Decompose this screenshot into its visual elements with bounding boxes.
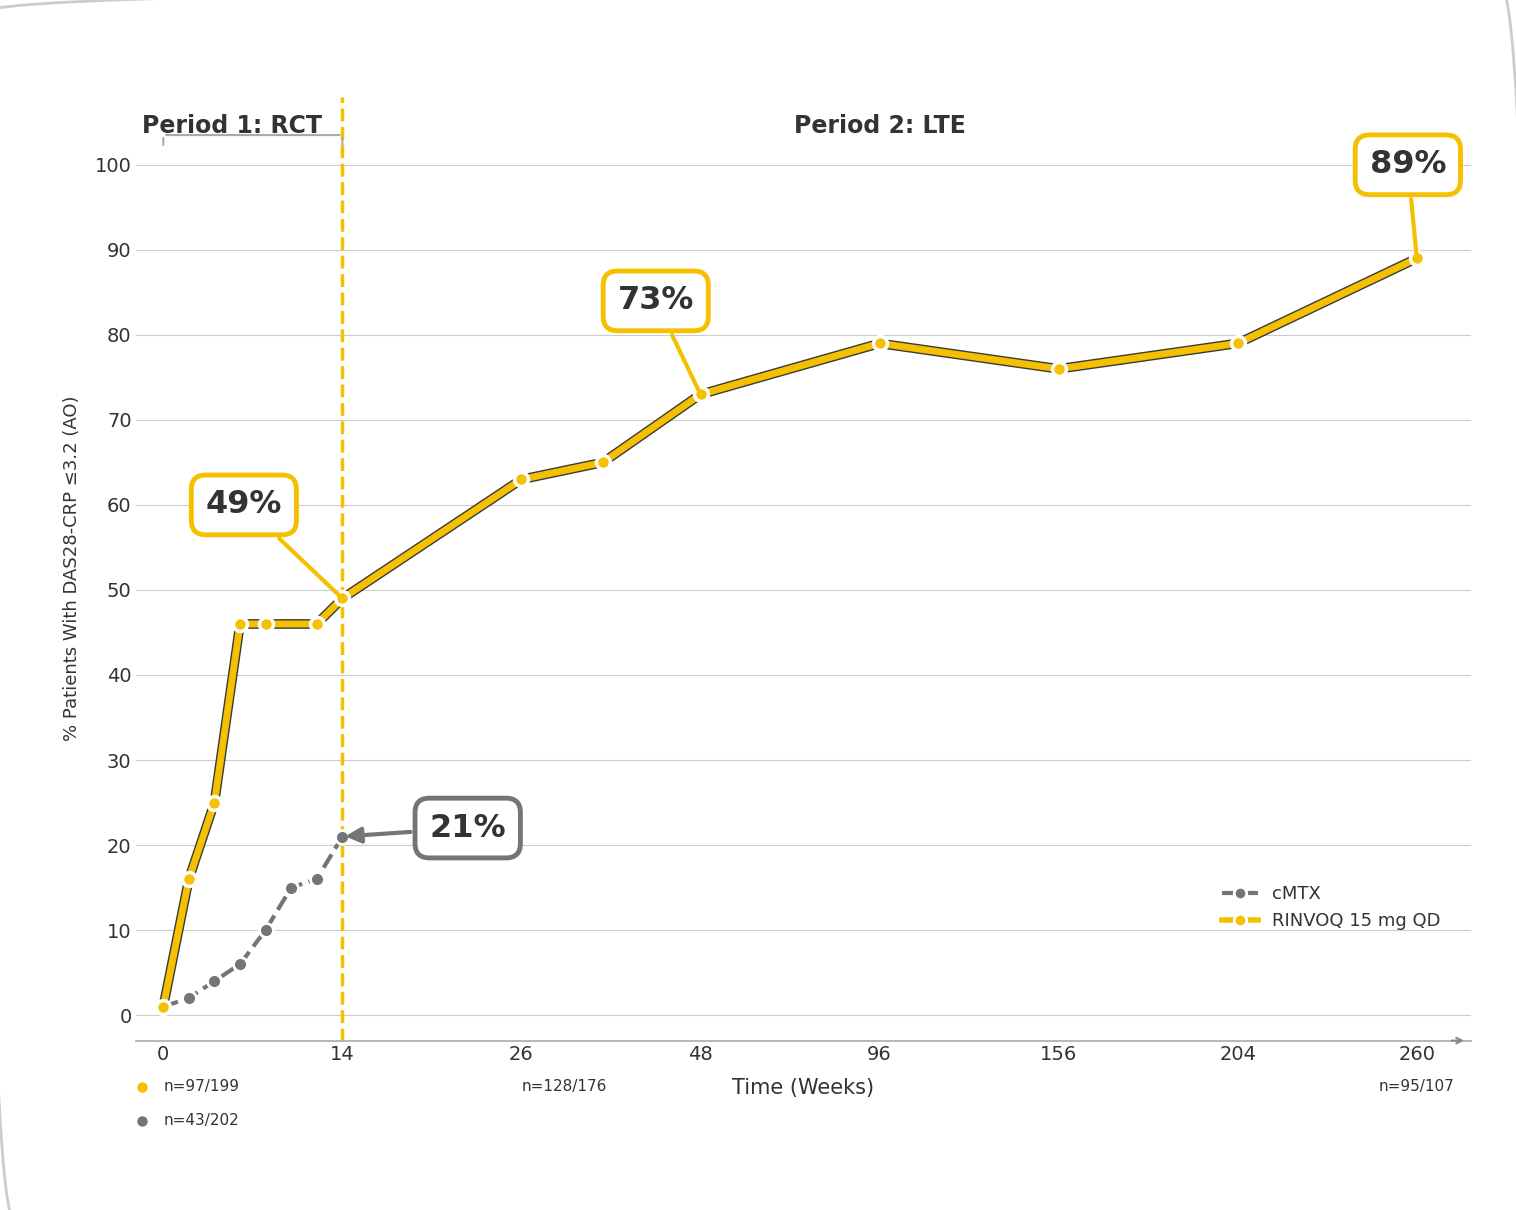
RINVOQ 15 mg QD	[256, 617, 274, 632]
cMTX	[155, 999, 173, 1014]
Text: 49%: 49%	[206, 489, 341, 597]
RINVOQ 15 mg QD	[870, 336, 888, 351]
RINVOQ 15 mg QD	[1408, 252, 1427, 266]
Text: 89%: 89%	[1369, 149, 1446, 255]
RINVOQ 15 mg QD	[180, 871, 199, 886]
RINVOQ 15 mg QD	[230, 617, 249, 632]
Y-axis label: % Patients With DAS28-CRP ≤3.2 (AO): % Patients With DAS28-CRP ≤3.2 (AO)	[62, 396, 80, 742]
Text: n=95/107: n=95/107	[1378, 1079, 1454, 1094]
RINVOQ 15 mg QD	[308, 617, 326, 632]
RINVOQ 15 mg QD	[512, 472, 531, 486]
RINVOQ 15 mg QD	[334, 592, 352, 606]
RINVOQ 15 mg QD	[155, 999, 173, 1014]
Text: 73%: 73%	[617, 286, 699, 392]
RINVOQ 15 mg QD	[1049, 362, 1067, 376]
Text: Period 2: LTE: Period 2: LTE	[794, 114, 966, 138]
Line: RINVOQ 15 mg QD: RINVOQ 15 mg QD	[156, 252, 1424, 1014]
Line: cMTX: cMTX	[156, 830, 349, 1014]
Legend: cMTX, RINVOQ 15 mg QD: cMTX, RINVOQ 15 mg QD	[1214, 877, 1448, 938]
RINVOQ 15 mg QD	[594, 455, 612, 469]
cMTX	[205, 974, 223, 989]
Text: n=128/176: n=128/176	[522, 1079, 606, 1094]
RINVOQ 15 mg QD	[691, 387, 709, 402]
Text: Period 1: RCT: Period 1: RCT	[143, 114, 321, 138]
Text: 21%: 21%	[350, 813, 506, 843]
cMTX	[256, 923, 274, 938]
X-axis label: Time (Weeks): Time (Weeks)	[732, 1078, 875, 1099]
cMTX	[230, 957, 249, 972]
cMTX	[180, 991, 199, 1006]
Text: n=97/199: n=97/199	[164, 1079, 240, 1094]
cMTX	[308, 871, 326, 886]
RINVOQ 15 mg QD	[1228, 336, 1246, 351]
RINVOQ 15 mg QD	[205, 795, 223, 809]
Text: n=43/202: n=43/202	[164, 1113, 240, 1128]
cMTX	[334, 829, 352, 843]
cMTX	[282, 881, 300, 895]
